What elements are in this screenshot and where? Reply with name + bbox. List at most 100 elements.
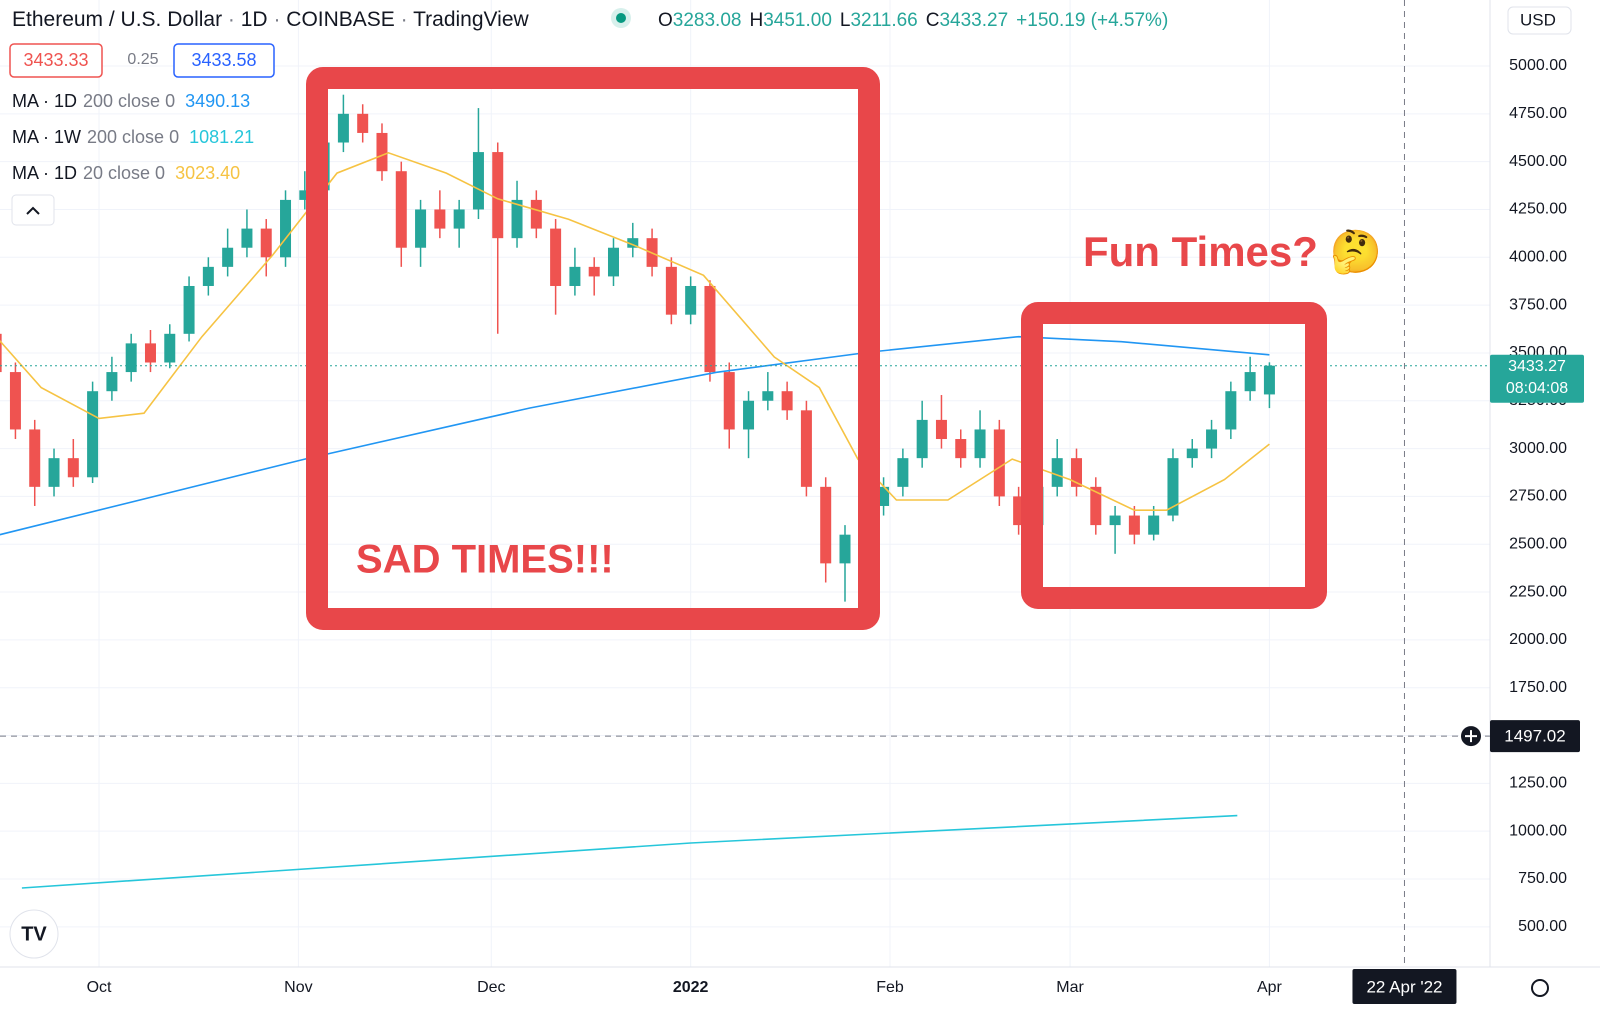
- candle-body: [1206, 429, 1218, 449]
- settings-button[interactable]: [1531, 979, 1549, 997]
- candle-body: [1244, 372, 1256, 392]
- bid: 3433.33: [23, 50, 88, 70]
- candle-body: [9, 372, 21, 430]
- last-price: 3433.27: [1508, 358, 1566, 375]
- annotation: Fun Times? 🤔: [1083, 228, 1382, 276]
- legend-params: 200 close 0: [87, 127, 179, 147]
- collapse-icon: [26, 206, 40, 215]
- symbol: Ethereum / U.S. Dollar: [12, 8, 222, 31]
- collapse-button[interactable]: [11, 194, 55, 226]
- candle-body: [1071, 458, 1083, 487]
- candle-body: [916, 419, 928, 459]
- candle-body: [280, 199, 292, 258]
- candle-body: [607, 247, 619, 277]
- buy-button[interactable]: [173, 43, 275, 78]
- y-tick-label: 750.00: [1518, 870, 1567, 887]
- annotation-box: [306, 67, 880, 630]
- legend-value-label: 1081.21: [189, 127, 254, 147]
- currency-button[interactable]: [1507, 6, 1572, 35]
- candle-body: [665, 266, 677, 315]
- candle-body: [87, 391, 99, 478]
- legend-entry: MA · 1D 200 close 0 3490.13: [12, 91, 250, 111]
- y-tick-label: 5000.00: [1509, 57, 1567, 74]
- ohlc: O3283.08 H3451.00 L3211.66 C3433.27 +150.19 …: [658, 10, 1168, 31]
- y-tick-label: 4250.00: [1509, 201, 1567, 218]
- candle-body: [260, 228, 272, 258]
- candle-body: [1128, 515, 1140, 535]
- candle-body: [627, 238, 639, 248]
- countdown: 08:04:08: [1506, 380, 1568, 397]
- sell-button[interactable]: [9, 43, 103, 78]
- currency: USD: [1520, 10, 1556, 29]
- y-tick-label: 500.00: [1518, 918, 1567, 935]
- plot: [0, 94, 1490, 889]
- legend-entry: MA · 1W 200 close 0 1081.21: [12, 127, 254, 147]
- last-price-tag: [1490, 354, 1584, 403]
- candle-body: [144, 343, 156, 363]
- candle-body: [588, 266, 600, 277]
- logo[interactable]: [9, 909, 59, 959]
- candle-body: [839, 534, 851, 564]
- legend-entry: MA · 1D 20 close 0 3023.40: [12, 163, 240, 183]
- candle-body: [685, 285, 697, 315]
- ma-line: [0, 335, 1270, 536]
- candle-body: [1167, 458, 1179, 516]
- ma-line: [0, 151, 1270, 511]
- candle-body: [395, 171, 407, 248]
- axes: 500.00750.001000.001250.001500.001750.00…: [87, 57, 1568, 996]
- y-tick-label: 1750.00: [1509, 679, 1567, 696]
- y-tick-label: 4750.00: [1509, 105, 1567, 122]
- candle-body: [1109, 515, 1121, 526]
- x-tick-label: Apr: [1257, 979, 1283, 996]
- ma-line: [21, 814, 1238, 889]
- logo-mark: TV: [21, 923, 47, 945]
- candle-body: [0, 333, 2, 373]
- candle-body: [164, 333, 176, 363]
- candle-body: [1148, 515, 1160, 535]
- add-alert-icon: [1465, 730, 1477, 743]
- market-status-dot: [616, 13, 626, 23]
- candle-body: [222, 247, 234, 267]
- candle-body: [762, 391, 774, 401]
- candle-body: [29, 429, 41, 487]
- x-tick-label: Feb: [876, 979, 904, 996]
- candle-body: [48, 458, 60, 487]
- candle-body: [453, 209, 465, 229]
- y-tick-label: 4500.00: [1509, 153, 1567, 170]
- annotation-box: [1021, 302, 1327, 609]
- candle-body: [472, 152, 484, 210]
- candle-body: [67, 458, 79, 478]
- annotation: SAD TIMES!!!: [356, 538, 614, 582]
- legend-params: 200 close 0: [83, 91, 175, 111]
- candle-body: [1186, 448, 1198, 459]
- legend-value-label: 3490.13: [185, 91, 250, 111]
- candle-body: [376, 132, 388, 172]
- y-tick-label: 1250.00: [1509, 775, 1567, 792]
- candle-body: [1263, 365, 1275, 395]
- y-tick-label: 3000.00: [1509, 440, 1567, 457]
- x-tick-label: Nov: [284, 979, 312, 996]
- candle-body: [106, 372, 118, 392]
- candle-body: [704, 285, 716, 373]
- y-tick-label: 2000.00: [1509, 631, 1567, 648]
- legend-name: MA · 1D: [12, 163, 77, 183]
- x-tick-label: Mar: [1056, 979, 1084, 996]
- symbol-title: Ethereum / U.S. Dollar · 1D · COINBASE ·…: [12, 8, 530, 31]
- candle-body: [723, 372, 735, 430]
- spread: 0.25: [127, 51, 158, 68]
- candle-body: [800, 410, 812, 487]
- y-tick-label: 2250.00: [1509, 583, 1567, 600]
- candle-body: [955, 439, 967, 459]
- exchange: COINBASE: [286, 8, 395, 31]
- candle-body: [974, 429, 986, 459]
- candle-body: [569, 266, 581, 286]
- candle-body: [337, 113, 349, 143]
- y-tick-label: 2750.00: [1509, 488, 1567, 505]
- candle-body: [492, 152, 504, 239]
- y-tick-label: 2500.00: [1509, 535, 1567, 552]
- ask: 3433.58: [191, 50, 256, 70]
- candle-body: [511, 199, 523, 239]
- candle-body: [202, 266, 214, 286]
